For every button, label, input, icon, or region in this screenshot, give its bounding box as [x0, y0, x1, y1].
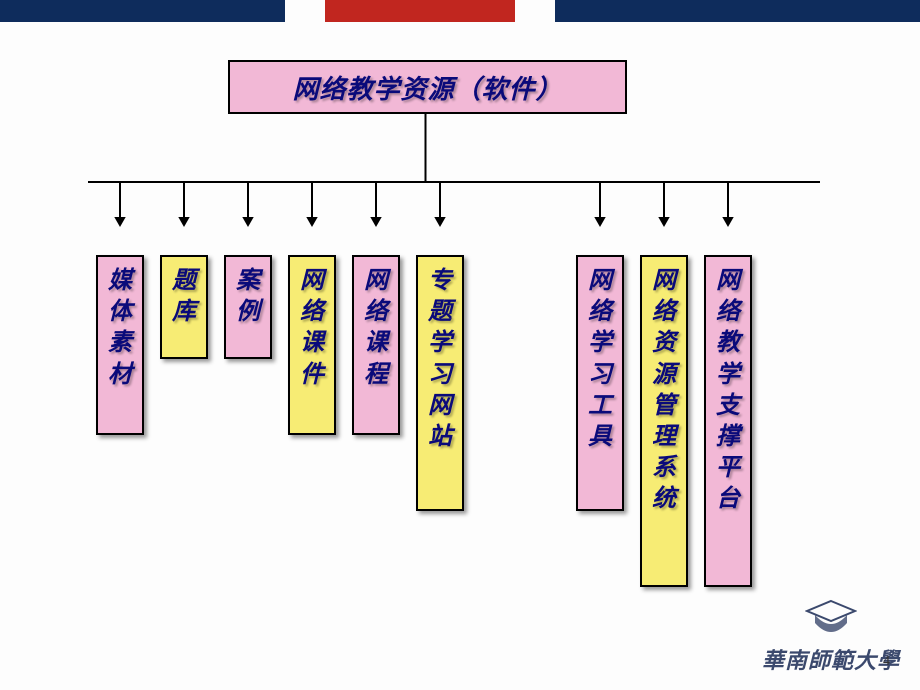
child-char: 源: [652, 359, 676, 390]
top-bar-segment: [555, 0, 920, 22]
child-char: 络: [716, 296, 740, 327]
child-char: 课: [364, 327, 388, 358]
child-char: 撑: [716, 421, 740, 452]
child-char: 管: [652, 390, 676, 421]
child-char: 库: [172, 296, 196, 327]
child-char: 统: [652, 483, 676, 514]
university-logo: 華南師範大學: [762, 599, 900, 675]
child-char: 课: [300, 327, 324, 358]
top-bar-segment: [285, 0, 325, 22]
child-box: 网络课件: [288, 255, 336, 435]
child-char: 程: [364, 359, 388, 390]
child-char: 平: [716, 452, 740, 483]
child-char: 素: [108, 327, 132, 358]
child-char: 系: [652, 452, 676, 483]
child-char: 体: [108, 296, 132, 327]
child-char: 支: [716, 390, 740, 421]
root-box: 网络教学资源（软件）: [228, 60, 627, 114]
child-char: 网: [652, 265, 676, 296]
page-number: 4: [883, 654, 890, 670]
child-char: 学: [716, 359, 740, 390]
child-char: 具: [588, 421, 612, 452]
child-box: 媒体素材: [96, 255, 144, 435]
child-char: 网: [428, 390, 452, 421]
top-bar-segment: [515, 0, 555, 22]
child-char: 理: [652, 421, 676, 452]
slide: 网络教学资源（软件） 媒体素材题库案例网络课件网络课程专题学习网站网络学习工具网…: [0, 0, 920, 690]
child-box: 网络资源管理系统: [640, 255, 688, 587]
child-box: 专题学习网站: [416, 255, 464, 511]
logo-text: 華南師範大學: [762, 643, 900, 675]
child-char: 学: [428, 327, 452, 358]
child-char: 媒: [108, 265, 132, 296]
root-label: 网络教学资源（软件）: [292, 69, 562, 106]
child-char: 题: [172, 265, 196, 296]
child-box: 案例: [224, 255, 272, 359]
child-char: 例: [236, 296, 260, 327]
child-char: 络: [300, 296, 324, 327]
top-bar-segment: [325, 0, 515, 22]
child-char: 网: [300, 265, 324, 296]
child-box: 网络教学支撑平台: [704, 255, 752, 587]
child-char: 专: [428, 265, 452, 296]
child-char: 件: [300, 359, 324, 390]
child-box: 题库: [160, 255, 208, 359]
child-char: 台: [716, 483, 740, 514]
child-box: 网络课程: [352, 255, 400, 435]
child-char: 网: [588, 265, 612, 296]
child-char: 习: [428, 359, 452, 390]
child-char: 网: [364, 265, 388, 296]
child-char: 络: [364, 296, 388, 327]
child-char: 案: [236, 265, 260, 296]
child-char: 教: [716, 327, 740, 358]
top-bar: [0, 0, 920, 22]
child-char: 材: [108, 359, 132, 390]
child-char: 络: [588, 296, 612, 327]
child-char: 工: [588, 390, 612, 421]
child-box: 网络学习工具: [576, 255, 624, 511]
child-char: 习: [588, 359, 612, 390]
child-char: 站: [428, 421, 452, 452]
child-char: 网: [716, 265, 740, 296]
child-char: 资: [652, 327, 676, 358]
child-char: 络: [652, 296, 676, 327]
top-bar-segment: [0, 0, 285, 22]
child-char: 题: [428, 296, 452, 327]
child-char: 学: [588, 327, 612, 358]
